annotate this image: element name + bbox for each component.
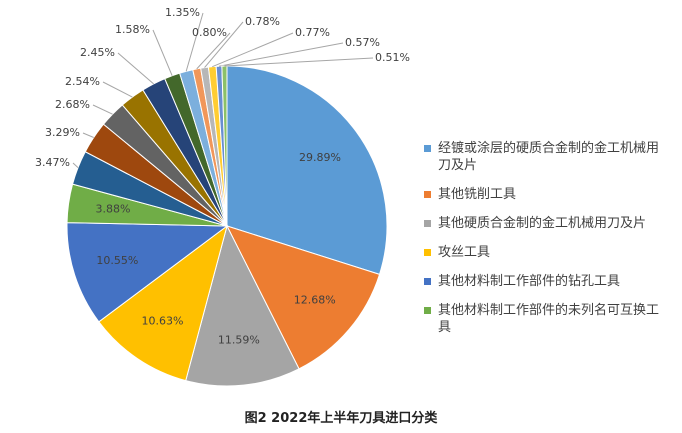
leader-line [204,21,244,68]
slice [66,222,229,323]
data-label: 0.77% [295,26,330,39]
legend-item: 其他铣削工具 [424,186,660,203]
legend-swatch [424,220,431,227]
data-label: 29.89% [299,151,341,164]
legend-label: 其他硬质合金制的金工机械用刀及片 [438,216,647,231]
legend-swatch [424,145,431,152]
data-label: 1.35% [165,6,200,19]
leader-line [82,132,94,138]
leader-line [224,57,374,67]
data-label: 0.80% [192,26,227,39]
legend: 经镀或涂层的硬质合金制的金工机械用刀及片其他铣削工具其他硬质合金制的金工机械用刀… [424,140,660,348]
slice [185,224,300,387]
legend-item: 攻丝工具 [424,244,660,261]
legend-swatch [424,249,431,256]
legend-label: 攻丝工具 [438,245,491,260]
slice [226,225,381,370]
data-label: 2.54% [65,75,100,88]
data-label: 12.68% [294,294,336,307]
data-label: 3.47% [35,156,70,169]
data-label: 2.68% [55,98,90,111]
data-label: 10.63% [141,314,183,327]
leader-line [152,29,173,76]
data-label: 10.55% [96,254,138,267]
data-label: 1.58% [115,23,150,36]
data-label: 0.51% [375,51,410,64]
legend-swatch [424,307,431,314]
leader-line [72,162,79,168]
data-label: 0.57% [345,36,380,49]
legend-item: 其他硬质合金制的金工机械用刀及片 [424,215,660,232]
leader-line [212,32,294,68]
leader-line [185,12,204,72]
legend-item: 其他材料制工作部件的未列名可互换工具 [424,302,660,336]
data-label: 3.88% [95,203,130,216]
slice [98,224,228,382]
slice [226,65,388,275]
data-label: 2.45% [80,46,115,59]
legend-swatch [424,191,431,198]
data-label: 11.59% [218,334,260,347]
legend-swatch [424,278,431,285]
leader-line [218,42,344,67]
chart-title: 图2 2022年上半年刀具进口分类 [244,411,438,426]
legend-label: 其他材料制工作部件的钻孔工具 [438,274,621,289]
leader-line [92,104,113,115]
legend-item: 经镀或涂层的硬质合金制的金工机械用刀及片 [424,140,660,174]
leader-line [196,32,231,70]
legend-label: 其他铣削工具 [438,187,517,202]
data-label: 0.78% [245,15,280,28]
leader-line [117,52,154,85]
legend-label: 其他材料制工作部件的未列名可互换工具 [438,303,660,335]
legend-item: 其他材料制工作部件的钻孔工具 [424,273,660,290]
legend-label: 经镀或涂层的硬质合金制的金工机械用刀及片 [438,141,660,173]
leader-line [102,81,133,98]
data-label: 3.29% [45,126,80,139]
